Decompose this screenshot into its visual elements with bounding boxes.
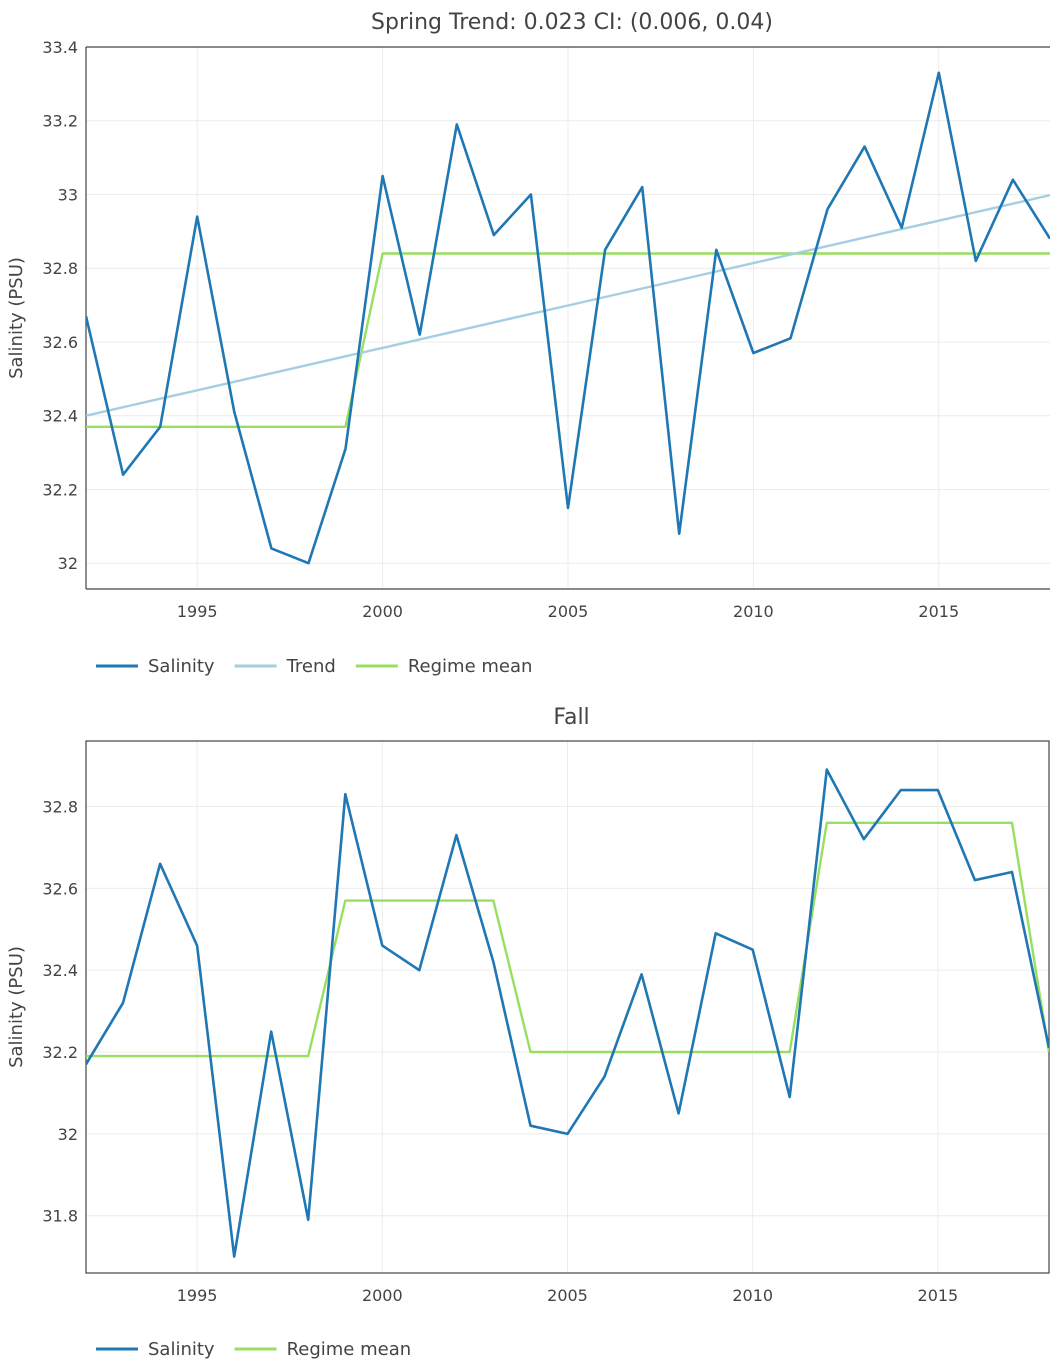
legend-label: Trend bbox=[286, 656, 336, 677]
y-tick-label: 33.4 bbox=[42, 38, 78, 57]
series-line-regime-mean bbox=[86, 821, 1049, 1058]
x-tick-label: 1995 bbox=[177, 1286, 218, 1305]
x-tick-label: 2005 bbox=[547, 1286, 588, 1305]
y-tick-label: 32 bbox=[58, 1125, 78, 1144]
x-tick-label: 2015 bbox=[918, 602, 959, 621]
y-tick-label: 33.2 bbox=[42, 112, 78, 131]
plot-frame bbox=[85, 740, 1050, 1274]
chart-title: Spring Trend: 0.023 CI: (0.006, 0.04) bbox=[371, 10, 773, 35]
y-tick-label: 32.8 bbox=[42, 797, 78, 816]
series-line-salinity bbox=[86, 71, 1050, 565]
x-tick-label: 2015 bbox=[918, 1286, 959, 1305]
y-axis-label: Salinity (PSU) bbox=[6, 257, 27, 379]
y-tick-label: 32.4 bbox=[42, 961, 78, 980]
legend-label: Regime mean bbox=[287, 1339, 412, 1360]
chart-title: Fall bbox=[553, 705, 589, 730]
series-line-salinity bbox=[86, 768, 1049, 1258]
legend-label: Regime mean bbox=[408, 656, 533, 677]
x-tick-label: 2010 bbox=[732, 1286, 773, 1305]
legend-label: Salinity bbox=[148, 1339, 215, 1360]
y-tick-label: 32.2 bbox=[42, 1043, 78, 1062]
x-tick-label: 1995 bbox=[177, 602, 218, 621]
series-lines bbox=[86, 768, 1049, 1258]
series-line-regime-mean bbox=[86, 252, 1050, 428]
legend: Salinity Regime mean bbox=[96, 1339, 411, 1360]
series-lines bbox=[86, 71, 1050, 565]
x-tick-label: 2000 bbox=[362, 602, 403, 621]
y-tick-label: 32.8 bbox=[42, 259, 78, 278]
x-tick-label: 2000 bbox=[362, 1286, 403, 1305]
chart-2: Fall 1995 2000 2005 2010 2015 31.8 32 32.2 32.4 32… bbox=[6, 705, 1050, 1360]
x-tick-label: 2005 bbox=[548, 602, 589, 621]
legend-item-regime-mean[interactable]: Regime mean bbox=[234, 1339, 412, 1360]
legend-label: Salinity bbox=[148, 656, 215, 677]
legend-item-regime-mean[interactable]: Regime mean bbox=[355, 656, 533, 677]
legend-item-salinity[interactable]: Salinity bbox=[96, 656, 215, 677]
legend-item-trend[interactable]: Trend bbox=[234, 656, 336, 677]
legend: Salinity Trend Regime mean bbox=[96, 656, 532, 677]
gridlines bbox=[86, 741, 1049, 1273]
y-tick-label: 32.4 bbox=[42, 407, 78, 426]
y-tick-label: 32 bbox=[58, 554, 78, 573]
legend-item-salinity[interactable]: Salinity bbox=[96, 1339, 215, 1360]
y-tick-label: 32.6 bbox=[42, 879, 78, 898]
y-axis-label: Salinity (PSU) bbox=[6, 946, 27, 1068]
y-tick-label: 32.2 bbox=[42, 480, 78, 499]
y-tick-label: 33 bbox=[58, 185, 78, 204]
y-tick-label: 31.8 bbox=[42, 1207, 78, 1226]
chart-1: Spring Trend: 0.023 CI: (0.006, 0.04) 199… bbox=[6, 10, 1050, 677]
y-tick-label: 32.6 bbox=[42, 333, 78, 352]
x-tick-label: 2010 bbox=[733, 602, 774, 621]
series-line-trend bbox=[86, 194, 1050, 417]
